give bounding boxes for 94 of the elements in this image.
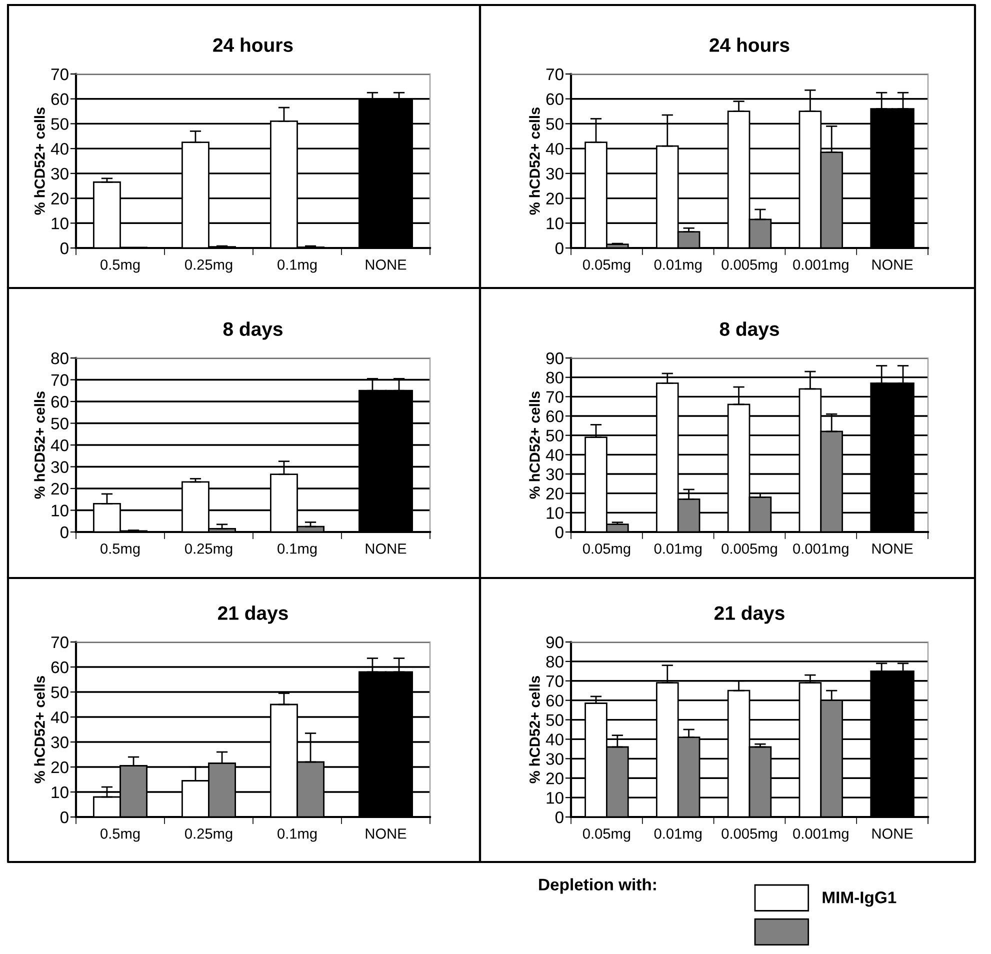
y-tick-label: 50 xyxy=(546,430,564,442)
y-tick-label: 0 xyxy=(60,242,68,254)
y-tick-label: 10 xyxy=(52,504,68,516)
y-tick-label: 40 xyxy=(546,142,564,155)
x-tick-label: 0.05mg xyxy=(582,543,630,557)
x-tick-label: 0.005mg xyxy=(722,828,777,842)
y-axis-title: % hCD52+ cells xyxy=(34,391,45,499)
y-tick-label: 80 xyxy=(546,372,564,384)
y-tick-label: 50 xyxy=(51,118,68,130)
y-tick-label: 70 xyxy=(546,68,564,80)
y-tick-label: 30 xyxy=(51,168,68,180)
y-tick-label: 10 xyxy=(52,218,68,230)
x-tick-label: 0.005mg xyxy=(722,543,777,557)
x-tick-label: NONE xyxy=(366,259,406,270)
y-tick-label: 70 xyxy=(546,391,564,403)
y-tick-label: 60 xyxy=(546,410,564,422)
y-tick-label: 80 xyxy=(51,352,68,364)
y-axis-title: % hCD52+ cells xyxy=(529,676,540,784)
y-tick-label: 60 xyxy=(546,694,564,707)
x-tick-label: 0.1mg xyxy=(278,543,317,557)
y-tick-label: 60 xyxy=(51,93,68,106)
x-tick-label: 0.001mg xyxy=(793,543,848,557)
y-tick-label: 20 xyxy=(51,482,68,495)
x-tick-label: 0.05mg xyxy=(582,828,630,842)
y-tick-label: 10 xyxy=(546,507,564,519)
chart-title: 21 days xyxy=(714,606,784,624)
y-tick-label: 40 xyxy=(50,711,68,724)
x-tick-label: 0.25mg xyxy=(185,259,232,273)
x-tick-label: 0.5mg xyxy=(100,828,140,842)
y-tick-label: 30 xyxy=(546,753,564,765)
x-tick-label: 0.1mg xyxy=(278,259,317,273)
x-tick-label: 0.001mg xyxy=(793,828,848,842)
x-tick-label: NONE xyxy=(366,828,406,839)
chart-title: 21 days xyxy=(218,606,288,624)
legend-title: Depletion with: xyxy=(539,878,656,894)
x-tick-label: 0.005mg xyxy=(722,259,777,273)
y-tick-label: 50 xyxy=(51,686,68,698)
y-tick-label: 70 xyxy=(51,636,68,648)
y-tick-label: 20 xyxy=(51,192,68,204)
y-tick-label: 80 xyxy=(546,656,564,668)
x-tick-label: 0.01mg xyxy=(654,543,702,557)
x-tick-label: NONE xyxy=(872,543,913,554)
y-tick-label: 30 xyxy=(546,468,564,480)
y-tick-label: 40 xyxy=(546,449,564,461)
y-tick-label: 50 xyxy=(546,714,564,726)
y-tick-label: 0 xyxy=(555,242,564,254)
y-tick-label: 0 xyxy=(555,526,564,538)
x-tick-label: 0.001mg xyxy=(793,259,848,273)
chart-title: 8 days xyxy=(720,322,779,340)
x-tick-label: NONE xyxy=(366,543,406,554)
y-tick-label: 90 xyxy=(546,352,564,364)
y-tick-label: 90 xyxy=(546,636,564,648)
y-tick-label: 70 xyxy=(546,675,564,688)
y-axis-title: % hCD52+ cells xyxy=(34,676,45,784)
y-tick-label: 10 xyxy=(52,786,68,798)
y-tick-label: 20 xyxy=(546,192,564,204)
x-tick-label: 0.25mg xyxy=(185,828,232,842)
y-tick-label: 0 xyxy=(60,526,68,538)
y-tick-label: 10 xyxy=(546,218,564,230)
y-tick-label: 30 xyxy=(51,461,68,473)
chart-title: 24 hours xyxy=(213,38,293,52)
legend-label: MIM-IgG1 xyxy=(822,892,896,907)
y-tick-label: 0 xyxy=(60,811,68,824)
y-tick-label: 50 xyxy=(51,418,68,430)
y-tick-label: 70 xyxy=(51,68,68,80)
y-tick-label: 10 xyxy=(546,792,564,804)
y-tick-label: 40 xyxy=(50,439,68,452)
y-tick-label: 20 xyxy=(51,761,68,774)
x-tick-label: 0.5mg xyxy=(100,259,140,273)
y-tick-label: 20 xyxy=(546,772,564,784)
y-tick-label: 30 xyxy=(51,736,68,748)
x-tick-label: 0.1mg xyxy=(278,828,317,842)
y-tick-label: 20 xyxy=(546,488,564,500)
y-tick-label: 40 xyxy=(50,142,68,155)
x-tick-label: NONE xyxy=(872,828,913,839)
y-tick-label: 70 xyxy=(51,374,68,386)
x-tick-label: 0.01mg xyxy=(654,259,702,273)
x-tick-label: NONE xyxy=(872,259,913,270)
y-tick-label: 50 xyxy=(546,118,564,130)
y-tick-label: 0 xyxy=(555,811,564,824)
x-tick-label: 0.05mg xyxy=(582,259,630,273)
y-axis-title: % hCD52+ cells xyxy=(529,391,540,499)
chart-title: 8 days xyxy=(223,322,282,340)
y-axis-title: % hCD52+ cells xyxy=(34,107,45,215)
x-tick-label: 0.25mg xyxy=(185,543,232,557)
y-tick-label: 60 xyxy=(51,396,68,408)
y-tick-label: 60 xyxy=(546,93,564,106)
y-tick-label: 60 xyxy=(51,661,68,674)
chart-title: 24 hours xyxy=(710,38,790,52)
x-tick-label: 0.5mg xyxy=(100,543,140,557)
x-tick-label: 0.01mg xyxy=(654,828,702,842)
y-axis-title: % hCD52+ cells xyxy=(529,107,540,215)
y-tick-label: 40 xyxy=(546,734,564,746)
y-tick-label: 30 xyxy=(546,168,564,180)
